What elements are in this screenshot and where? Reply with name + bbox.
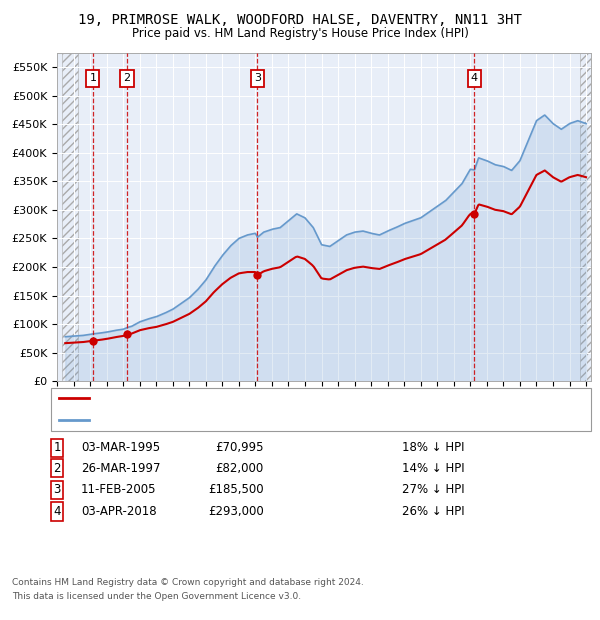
Text: 18% ↓ HPI: 18% ↓ HPI [402,441,464,454]
Text: Price paid vs. HM Land Registry's House Price Index (HPI): Price paid vs. HM Land Registry's House … [131,27,469,40]
Text: 3: 3 [254,73,261,84]
Text: 1: 1 [89,73,97,84]
Text: 2: 2 [53,462,61,474]
Text: 1: 1 [53,441,61,454]
Text: 2: 2 [124,73,130,84]
Text: 26-MAR-1997: 26-MAR-1997 [81,462,161,474]
Text: HPI: Average price, detached house, West Northamptonshire: HPI: Average price, detached house, West… [95,415,412,425]
Text: £293,000: £293,000 [208,505,264,518]
Text: 26% ↓ HPI: 26% ↓ HPI [402,505,464,518]
Text: 4: 4 [53,505,61,518]
Text: 03-MAR-1995: 03-MAR-1995 [81,441,160,454]
Text: Contains HM Land Registry data © Crown copyright and database right 2024.: Contains HM Land Registry data © Crown c… [12,578,364,587]
Text: £70,995: £70,995 [215,441,264,454]
Text: 11-FEB-2005: 11-FEB-2005 [81,484,157,496]
Text: 27% ↓ HPI: 27% ↓ HPI [402,484,464,496]
Text: 4: 4 [471,73,478,84]
Text: £82,000: £82,000 [216,462,264,474]
Text: This data is licensed under the Open Government Licence v3.0.: This data is licensed under the Open Gov… [12,592,301,601]
Text: £185,500: £185,500 [208,484,264,496]
Text: 3: 3 [53,484,61,496]
Text: 14% ↓ HPI: 14% ↓ HPI [402,462,464,474]
Text: 19, PRIMROSE WALK, WOODFORD HALSE, DAVENTRY, NN11 3HT: 19, PRIMROSE WALK, WOODFORD HALSE, DAVEN… [78,13,522,27]
Text: 03-APR-2018: 03-APR-2018 [81,505,157,518]
Text: 19, PRIMROSE WALK, WOODFORD HALSE, DAVENTRY, NN11 3HT (detached house): 19, PRIMROSE WALK, WOODFORD HALSE, DAVEN… [95,393,524,403]
